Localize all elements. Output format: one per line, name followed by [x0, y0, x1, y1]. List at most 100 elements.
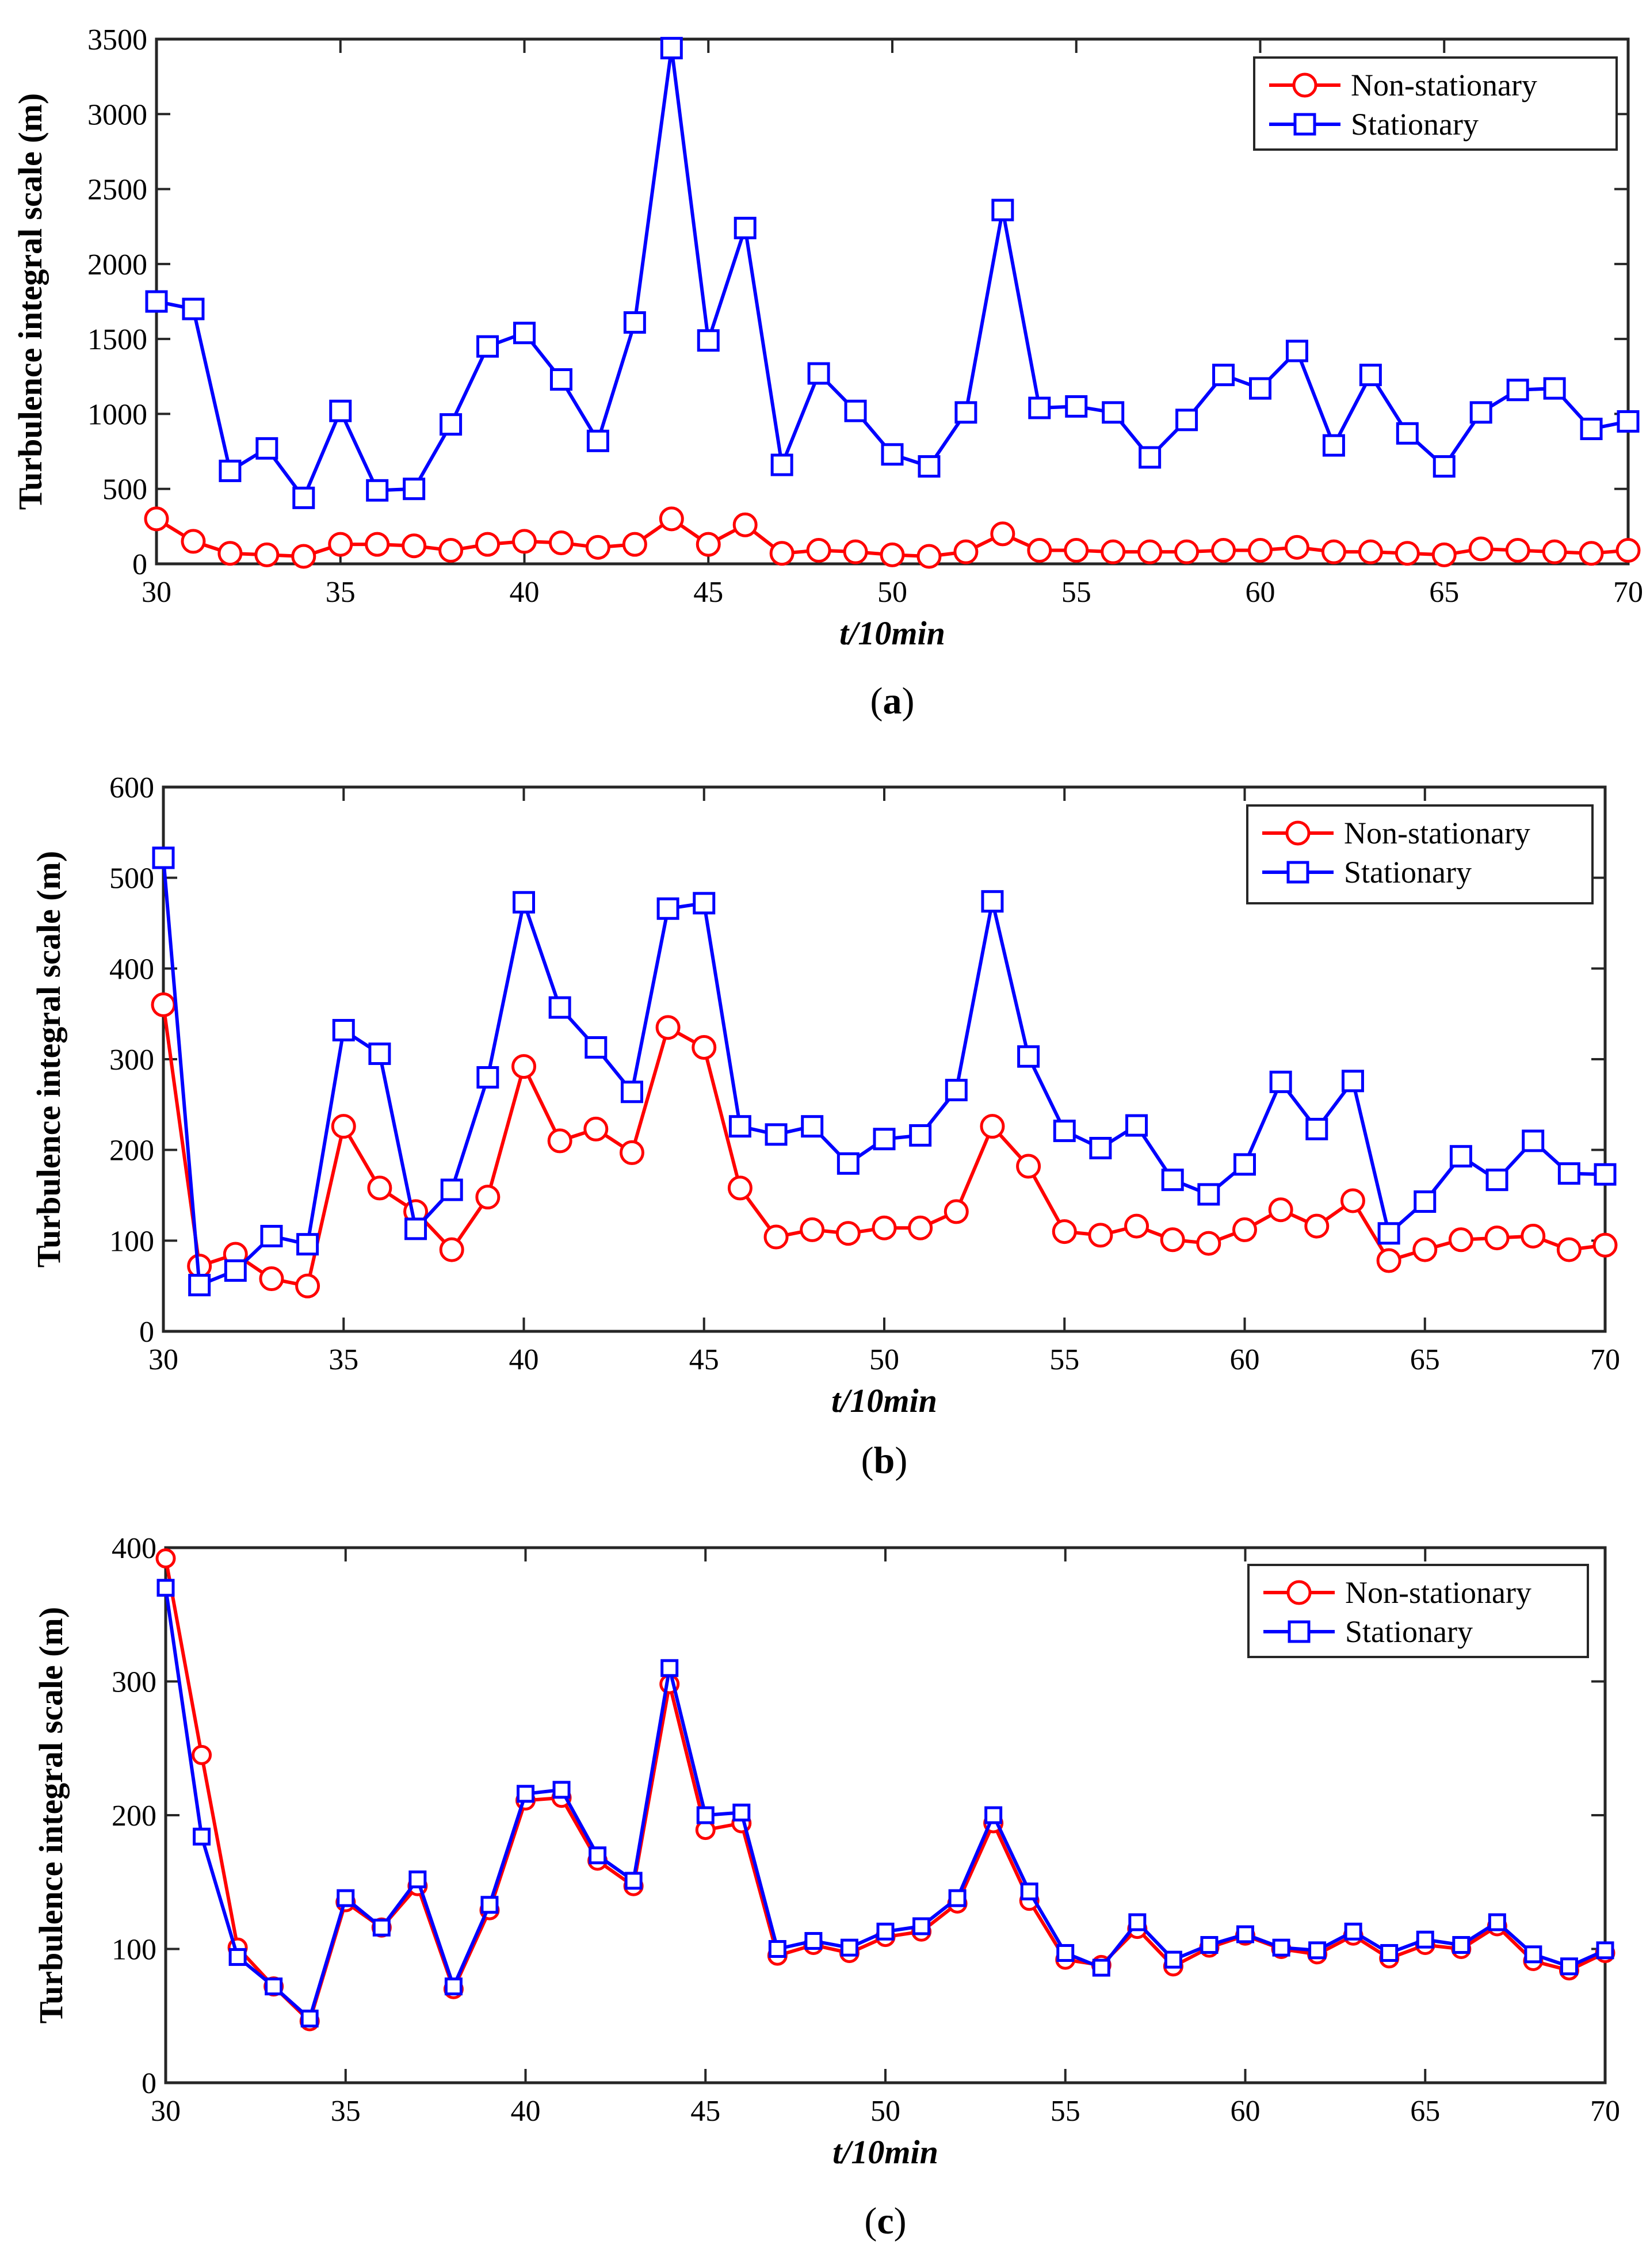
data-point-stationary — [1212, 364, 1235, 387]
data-point-stationary — [549, 368, 572, 391]
x-tick-label: 50 — [877, 576, 907, 609]
data-point-non-stationary — [835, 1221, 861, 1246]
data-point-stationary — [1236, 1925, 1254, 1944]
x-tick-label: 35 — [326, 576, 356, 609]
data-point-non-stationary — [1592, 1232, 1618, 1258]
data-point-non-stationary — [696, 532, 721, 557]
data-point-non-stationary — [1211, 538, 1236, 563]
y-tick-label: 0 — [139, 1316, 154, 1349]
x-tick-label: 60 — [1246, 576, 1275, 609]
data-point-non-stationary — [1304, 1213, 1330, 1239]
data-point-stationary — [372, 1918, 391, 1937]
data-point-stationary — [368, 1043, 391, 1066]
data-point-non-stationary — [655, 1015, 681, 1040]
chart-panel-c: 30 35 40 45 50 55 60 65 70 0 100 200 300 400 t/10min Tu… — [32, 1532, 1620, 2242]
data-point-stationary — [517, 1785, 534, 1803]
data-point-stationary — [337, 1889, 355, 1907]
data-point-non-stationary — [880, 542, 905, 567]
data-point-non-stationary — [1101, 539, 1126, 564]
data-point-non-stationary — [1137, 539, 1163, 564]
data-point-non-stationary — [259, 1266, 284, 1292]
data-point-non-stationary — [692, 1035, 717, 1060]
data-point-stationary — [1524, 1945, 1542, 1964]
data-point-non-stationary — [402, 533, 427, 559]
data-point-stationary — [1488, 1913, 1506, 1931]
data-point-non-stationary — [1556, 1237, 1582, 1262]
legend-marker-stationary — [1288, 1620, 1311, 1643]
data-point-stationary — [366, 479, 389, 502]
x-tick-label: 65 — [1410, 2095, 1440, 2128]
y-tick-label: 400 — [112, 1532, 156, 1565]
data-point-stationary — [1102, 401, 1125, 424]
data-point-non-stationary — [291, 544, 316, 569]
data-point-stationary — [1341, 1070, 1364, 1093]
data-point-non-stationary — [990, 521, 1015, 547]
data-point-non-stationary — [916, 544, 942, 569]
data-point-non-stationary — [908, 1215, 933, 1240]
data-point-non-stationary — [953, 539, 979, 564]
data-point-stationary — [656, 897, 679, 920]
data-point-non-stationary — [769, 541, 795, 566]
x-tick-label: 40 — [511, 2095, 541, 2128]
data-point-non-stationary — [331, 1114, 356, 1139]
data-point-stationary — [1543, 377, 1566, 400]
data-point-stationary — [152, 846, 175, 869]
y-tick-label: 2000 — [87, 249, 147, 281]
data-point-non-stationary — [1016, 1154, 1041, 1179]
data-point-stationary — [1272, 1938, 1290, 1957]
x-tick-label: 40 — [510, 576, 540, 609]
data-point-stationary — [403, 478, 426, 501]
y-tick-label: 0 — [132, 548, 147, 581]
data-point-non-stationary — [475, 532, 501, 557]
x-tick-label: 45 — [693, 576, 723, 609]
x-tick-label: 45 — [689, 1343, 719, 1376]
data-point-stationary — [770, 453, 793, 476]
x-tick-label: 40 — [509, 1343, 539, 1376]
data-point-stationary — [1617, 410, 1640, 433]
panel-label-letter: c — [877, 2200, 893, 2242]
y-tick-label: 100 — [109, 1225, 154, 1258]
data-point-non-stationary — [1484, 1225, 1510, 1251]
data-point-non-stationary — [511, 1054, 536, 1079]
data-point-stationary — [255, 437, 278, 460]
data-point-stationary — [1125, 1114, 1148, 1137]
x-tick-label: 45 — [690, 2095, 720, 2128]
y-tick-label: 2500 — [87, 174, 147, 207]
data-point-stationary — [586, 429, 609, 452]
data-point-stationary — [1414, 1190, 1437, 1213]
y-tick-label: 3500 — [87, 24, 147, 56]
data-point-stationary — [876, 1922, 895, 1941]
data-point-stationary — [954, 401, 977, 424]
data-point-stationary — [1020, 1883, 1038, 1901]
data-point-non-stationary — [1196, 1231, 1221, 1256]
data-point-stationary — [1433, 455, 1456, 478]
panel-label: (a) — [870, 680, 915, 722]
y-tick-label: 3000 — [87, 98, 147, 131]
data-point-stationary — [188, 1274, 211, 1297]
data-point-stationary — [991, 198, 1014, 222]
x-axis-label: t/10min — [831, 1382, 937, 1419]
data-point-non-stationary — [1615, 538, 1641, 563]
data-point-stationary — [265, 1977, 283, 1996]
data-point-non-stationary — [806, 538, 831, 563]
data-point-non-stationary — [295, 1273, 320, 1299]
data-point-stationary — [300, 2009, 319, 2028]
data-point-stationary — [1305, 1117, 1328, 1140]
data-point-non-stationary — [1431, 542, 1457, 567]
data-point-non-stationary — [763, 1224, 789, 1250]
data-point-stationary — [697, 329, 720, 352]
data-point-stationary — [260, 1224, 283, 1247]
data-point-stationary — [228, 1948, 247, 1966]
data-point-non-stationary — [732, 512, 758, 537]
data-point-non-stationary — [1395, 541, 1420, 566]
data-point-stationary — [1560, 1957, 1578, 1976]
data-point-stationary — [513, 322, 536, 345]
y-tick-label: 300 — [112, 1666, 156, 1699]
data-point-non-stationary — [365, 532, 390, 557]
data-point-non-stationary — [254, 542, 280, 567]
data-point-non-stationary — [151, 992, 176, 1017]
data-point-stationary — [1377, 1222, 1400, 1245]
x-tick-label: 60 — [1230, 1343, 1260, 1376]
data-point-stationary — [1506, 379, 1529, 402]
data-point-stationary — [1028, 396, 1051, 419]
